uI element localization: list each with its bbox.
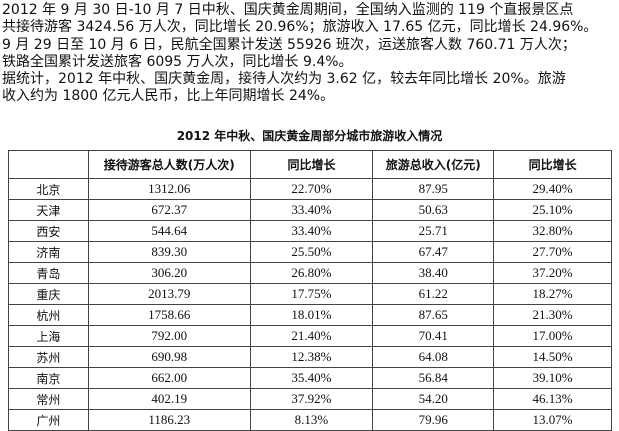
table-row: 南京 662.00 35.40% 56.84 39.10% [8, 367, 612, 389]
value-cell: 25.10% [493, 199, 612, 221]
value-cell: 25.71 [372, 220, 495, 242]
value-cell: 27.70% [493, 241, 612, 263]
value-cell: 64.08 [372, 346, 495, 368]
value-cell: 544.64 [87, 220, 251, 242]
value-cell: 33.40% [249, 220, 374, 242]
table-row: 济南 839.30 25.50% 67.47 27.70% [8, 241, 612, 263]
city-cell: 上海 [8, 325, 89, 347]
value-cell: 38.40 [372, 262, 495, 284]
paragraph-line: 2012 年 9 月 30 日-10 月 7 日中秋、国庆黄金周期间，全国纳入监… [2, 2, 574, 18]
header-row: 接待游客总人数(万人次) 同比增长 旅游总收入(亿元) 同比增长 [8, 150, 612, 179]
value-cell: 792.00 [87, 325, 251, 347]
value-cell: 18.01% [249, 304, 374, 326]
city-cell: 西安 [8, 220, 89, 242]
paragraph-line: 9 月 29 日至 10 月 6 日，民航全国累计发送 55926 班次，运送旅… [2, 36, 576, 53]
city-cell: 常州 [8, 388, 89, 410]
value-cell: 672.37 [87, 199, 251, 221]
value-cell: 2013.79 [87, 283, 251, 305]
value-cell: 33.40% [249, 199, 374, 221]
column-header: 同比增长 [249, 150, 374, 179]
paragraph-line: 共接待游客 3424.56 万人次，同比增长 20.96%；旅游收入 17.65… [2, 19, 598, 36]
value-cell: 25.50% [249, 241, 374, 263]
value-cell: 79.96 [372, 409, 495, 431]
value-cell: 14.50% [493, 346, 612, 368]
column-header: 旅游总收入(亿元) [372, 150, 495, 179]
value-cell: 87.95 [372, 178, 495, 200]
table-title: 2012 年中秋、国庆黄金周部分城市旅游收入情况 [176, 129, 443, 143]
value-cell: 839.30 [87, 241, 251, 263]
city-cell: 青岛 [8, 262, 89, 284]
value-cell: 61.22 [372, 283, 495, 305]
value-cell: 21.30% [493, 304, 612, 326]
city-cell: 天津 [8, 199, 89, 221]
value-cell: 22.70% [249, 178, 374, 200]
value-cell: 37.20% [493, 262, 612, 284]
value-cell: 8.13% [249, 409, 374, 431]
table-row: 天津 672.37 33.40% 50.63 25.10% [8, 199, 612, 221]
table-row: 重庆 2013.79 17.75% 61.22 18.27% [8, 283, 612, 305]
value-cell: 54.20 [372, 388, 495, 410]
value-cell: 56.84 [372, 367, 495, 389]
paragraph-line: 据统计，2012 年中秋、国庆黄金周，接待人次约为 3.62 亿，较去年同比增长… [2, 71, 566, 88]
value-cell: 39.10% [493, 367, 612, 389]
table-row: 北京 1312.06 22.70% 87.95 29.40% [8, 178, 612, 200]
value-cell: 87.65 [372, 304, 495, 326]
paragraph-line: 收入约为 1800 亿元人民币，比上年同期增长 24%。 [2, 88, 335, 105]
value-cell: 18.27% [493, 283, 612, 305]
value-cell: 50.63 [372, 199, 495, 221]
table-row: 广州 1186.23 8.13% 79.96 13.07% [8, 409, 612, 431]
column-header: 接待游客总人数(万人次) [87, 150, 251, 179]
value-cell: 17.75% [249, 283, 374, 305]
city-cell: 北京 [8, 178, 89, 200]
column-header [8, 150, 89, 179]
value-cell: 402.19 [87, 388, 251, 410]
value-cell: 29.40% [493, 178, 612, 200]
value-cell: 35.40% [249, 367, 374, 389]
table-row: 苏州 690.98 12.38% 64.08 14.50% [8, 346, 612, 368]
value-cell: 70.41 [372, 325, 495, 347]
value-cell: 690.98 [87, 346, 251, 368]
tourism-table: 接待游客总人数(万人次) 同比增长 旅游总收入(亿元) 同比增长 北京 1312.06 2… [8, 150, 612, 431]
paragraph-line: 铁路全国累计发送旅客 6095 万人次，同比增长 9.4%。 [2, 53, 353, 70]
paragraph: 2012 年 9 月 30 日-10 月 7 日中秋、国庆黄金周期间，全国纳入监… [2, 2, 597, 106]
value-cell: 13.07% [493, 409, 612, 431]
value-cell: 1758.66 [87, 304, 251, 326]
table-row: 常州 402.19 37.92% 54.20 46.13% [8, 388, 612, 410]
table-row: 杭州 1758.66 18.01% 87.65 21.30% [8, 304, 612, 326]
value-cell: 26.80% [249, 262, 374, 284]
column-header: 同比增长 [493, 150, 612, 179]
value-cell: 1186.23 [87, 409, 251, 431]
value-cell: 46.13% [493, 388, 612, 410]
value-cell: 306.20 [87, 262, 251, 284]
value-cell: 37.92% [249, 388, 374, 410]
city-cell: 南京 [8, 367, 89, 389]
city-cell: 重庆 [8, 283, 89, 305]
city-cell: 济南 [8, 241, 89, 263]
value-cell: 17.00% [493, 325, 612, 347]
city-cell: 广州 [8, 409, 89, 431]
value-cell: 12.38% [249, 346, 374, 368]
table-row: 西安 544.64 33.40% 25.71 32.80% [8, 220, 612, 242]
value-cell: 662.00 [87, 367, 251, 389]
table-row: 上海 792.00 21.40% 70.41 17.00% [8, 325, 612, 347]
value-cell: 1312.06 [87, 178, 251, 200]
value-cell: 67.47 [372, 241, 495, 263]
city-cell: 苏州 [8, 346, 89, 368]
city-cell: 杭州 [8, 304, 89, 326]
value-cell: 21.40% [249, 325, 374, 347]
table-row: 青岛 306.20 26.80% 38.40 37.20% [8, 262, 612, 284]
value-cell: 32.80% [493, 220, 612, 242]
